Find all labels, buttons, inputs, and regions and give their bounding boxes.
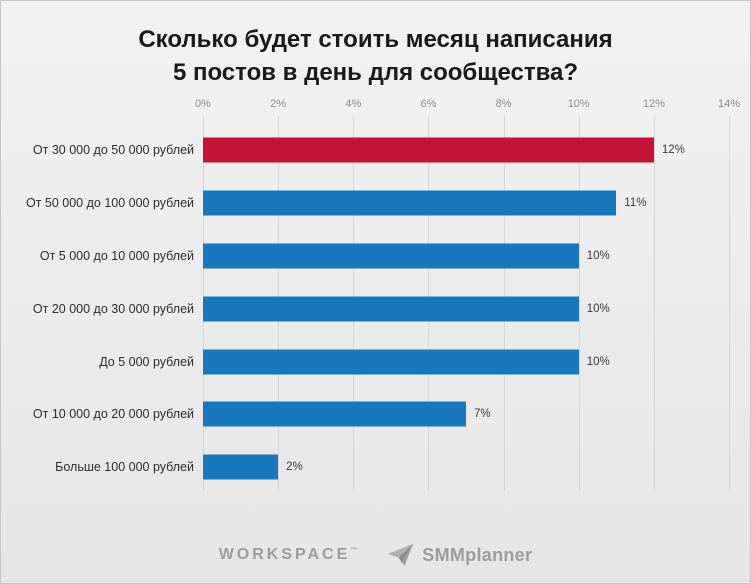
chart-title-line1: Сколько будет стоить месяц написания	[138, 26, 613, 53]
gridline	[578, 116, 580, 491]
value-label: 10%	[586, 249, 610, 262]
x-tick-label: 12%	[642, 98, 665, 110]
bar-row: До 5 000 рублей 10%	[1, 335, 750, 388]
bar	[203, 349, 579, 375]
x-tick-label: 0%	[195, 98, 211, 110]
workspace-trademark: ™	[350, 547, 358, 554]
workspace-logo-text: WORKSPACE	[218, 546, 351, 563]
category-label: От 50 000 до 100 000 рублей	[25, 196, 194, 211]
category-label: От 5 000 до 10 000 рублей	[39, 248, 194, 263]
gridline	[653, 116, 655, 491]
bar-row: От 10 000 до 20 000 рублей 7%	[1, 388, 750, 441]
x-tick-label: 8%	[495, 98, 512, 110]
x-tick-label: 6%	[420, 98, 437, 110]
category-label: До 5 000 рублей	[99, 354, 194, 369]
paper-plane-icon	[387, 543, 414, 567]
category-label: Больше 100 000 рублей	[55, 460, 194, 475]
bar-row: От 5 000 до 10 000 рублей 10%	[1, 230, 750, 283]
bar-row: От 50 000 до 100 000 рублей 11%	[1, 177, 750, 230]
category-label: От 20 000 до 30 000 рублей	[32, 301, 194, 316]
smmplanner-logo: SMMplanner	[387, 543, 532, 567]
bar	[203, 243, 579, 269]
bar	[203, 296, 579, 322]
footer-logos: WORKSPACE ™ SMMplanner	[1, 537, 750, 573]
value-label: 10%	[586, 302, 610, 315]
value-label: 12%	[661, 144, 685, 157]
bar-row: Больше 100 000 рублей 2%	[1, 441, 750, 494]
value-label: 2%	[286, 461, 303, 474]
x-tick-label: 14%	[717, 98, 741, 110]
workspace-logo: WORKSPACE ™	[219, 546, 358, 564]
x-tick-label: 10%	[567, 98, 590, 110]
chart-title: Сколько будет стоить месяц написания 5 п…	[1, 23, 750, 89]
bar	[203, 190, 617, 216]
bar	[203, 137, 654, 163]
x-tick-label: 2%	[270, 98, 287, 110]
bar-row: От 30 000 до 50 000 рублей 12%	[1, 124, 750, 177]
bar-chart: 0% 2% 4% 6% 8% 10% 12% 14% От 30 000 до 50 000 р…	[1, 91, 750, 503]
smmplanner-logo-text: SMMplanner	[422, 544, 533, 565]
value-label: 11%	[624, 197, 647, 210]
gridline	[729, 116, 730, 491]
x-tick-label: 4%	[345, 98, 362, 110]
category-label: От 30 000 до 50 000 рублей	[32, 143, 194, 158]
bar	[203, 401, 466, 427]
value-label: 10%	[586, 355, 610, 368]
value-label: 7%	[474, 408, 491, 421]
bar-row: От 20 000 до 30 000 рублей 10%	[1, 282, 750, 335]
chart-title-line2: 5 постов в день для сообщества?	[172, 59, 579, 86]
category-label: От 10 000 до 20 000 рублей	[32, 407, 194, 422]
bar	[203, 454, 279, 480]
